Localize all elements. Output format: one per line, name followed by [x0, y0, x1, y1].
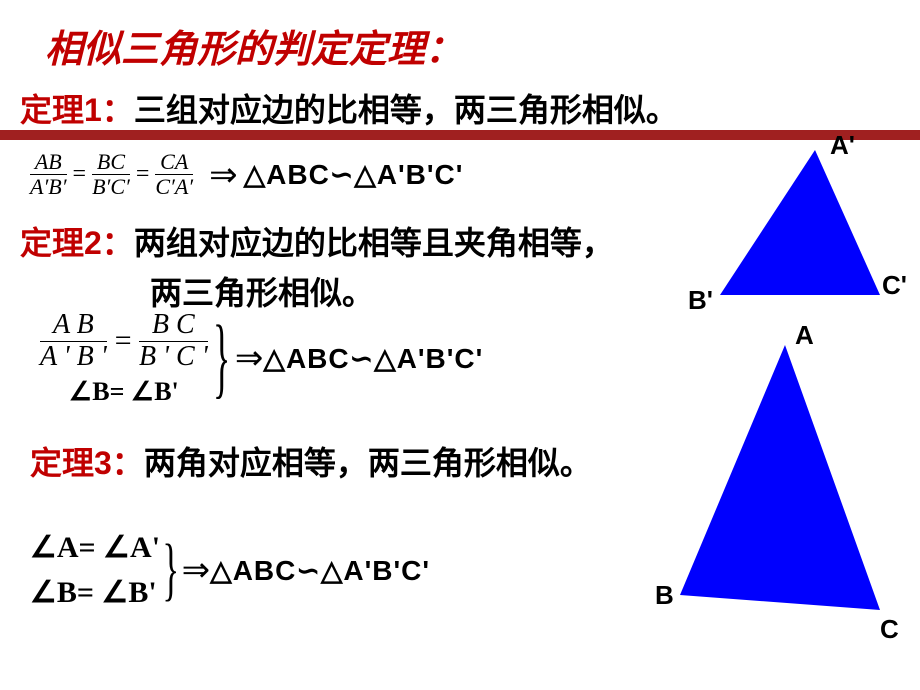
tri1-label-a: A' [830, 130, 855, 161]
theorem1-conclusion: △ABC∽△A'B'C' [244, 158, 464, 191]
implies-arrow: ⇒ [182, 550, 211, 590]
theorem2-row: 定理2： 两组对应边的比相等且夹角相等， 两三角形相似。 [20, 218, 614, 314]
implies-arrow: ⇒ [235, 338, 264, 378]
frac-bc: BC B′C′ [92, 150, 130, 199]
tri2-label-a: A [795, 320, 814, 351]
theorem2-angle: ∠B= ∠B' [69, 377, 179, 407]
frac-ca: CA C′A′ [155, 150, 193, 199]
equals: = [136, 161, 150, 188]
right-brace-icon: } [213, 313, 230, 403]
theorem2-text1: 两组对应边的比相等且夹角相等， [134, 218, 614, 264]
theorem3-angle2: ∠B= ∠B' [30, 575, 160, 610]
triangle-abc-diagram [680, 345, 890, 620]
theorem2-conclusion: △ABC∽△A'B'C' [263, 342, 483, 375]
frac-bc2: B C B ' C ' [139, 310, 208, 373]
theorem2-text2: 两三角形相似。 [150, 268, 614, 314]
right-brace-icon: } [162, 535, 179, 605]
theorem2-label: 定理2： [20, 218, 134, 264]
theorem3-label: 定理3： [30, 438, 144, 484]
theorem3-angle1: ∠A= ∠A' [30, 530, 160, 565]
theorem3-row: 定理3： 两角对应相等，两三角形相似。 [30, 438, 592, 484]
theorem3-text: 两角对应相等，两三角形相似。 [144, 438, 592, 484]
theorem3-conclusion: △ABC∽△A'B'C' [210, 554, 430, 587]
theorem1-label: 定理1： [20, 85, 134, 131]
theorem3-equation: ∠A= ∠A' ∠B= ∠B' } ⇒ △ABC∽△A'B'C' [30, 530, 430, 610]
tri2-label-c: C [880, 614, 899, 645]
theorem1-equation: AB A′B′ = BC B′C′ = CA C′A′ ⇒ △ABC∽△A'B'… [30, 150, 463, 199]
tri1-label-b: B' [688, 285, 713, 316]
theorem1-text: 三组对应边的比相等，两三角形相似。 [134, 85, 678, 131]
theorem2-equation: A B A ' B ' = B C B ' C ' ∠B= ∠B' } ⇒ △A… [40, 310, 483, 407]
frac-ab: AB A′B′ [30, 150, 67, 199]
triangle-aprime-diagram [720, 150, 890, 300]
equals: = [73, 161, 87, 188]
page-title: 相似三角形的判定定理： [45, 18, 463, 73]
equals: = [113, 324, 133, 358]
tri1-label-c: C' [882, 270, 907, 301]
frac-ab2: A B A ' B ' [40, 310, 107, 373]
divider-bar [0, 130, 920, 140]
theorem1-row: 定理1： 三组对应边的比相等，两三角形相似。 [20, 85, 678, 131]
implies-arrow: ⇒ [209, 155, 238, 195]
tri2-label-b: B [655, 580, 674, 611]
